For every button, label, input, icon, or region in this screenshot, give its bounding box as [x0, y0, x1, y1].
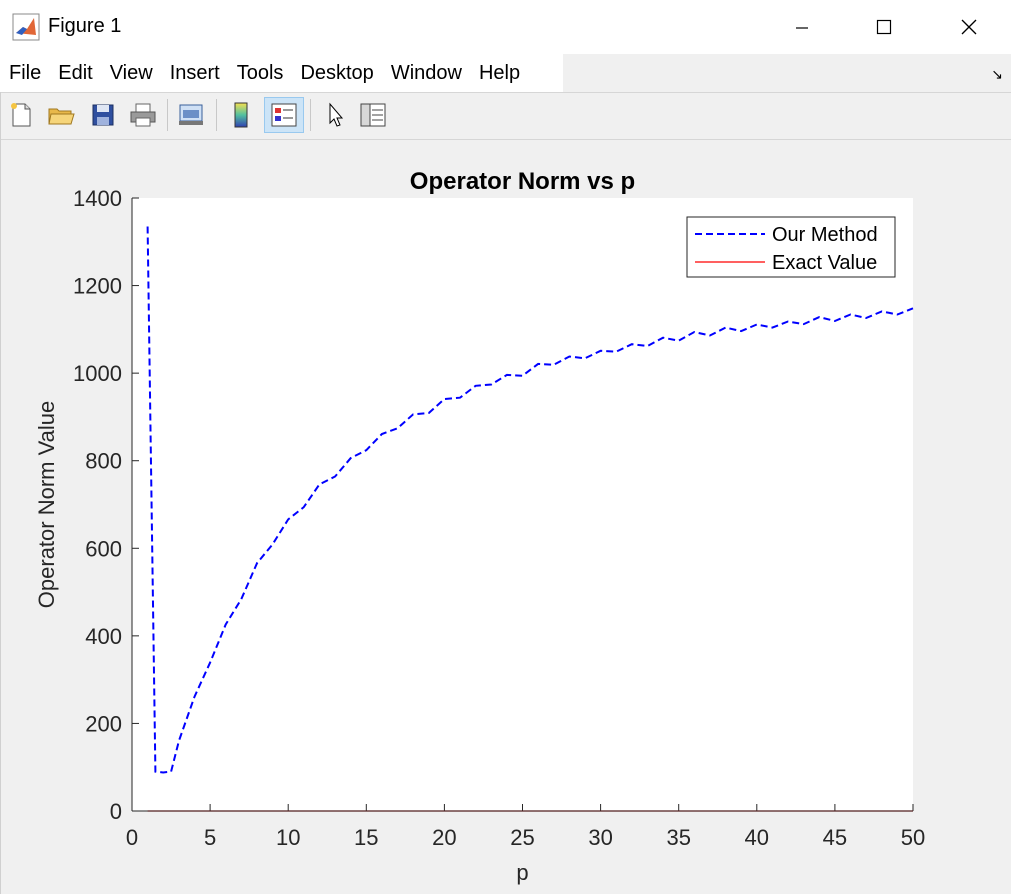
close-button[interactable]: [927, 0, 1011, 54]
menu-view[interactable]: View: [109, 61, 153, 84]
edit-plot-button[interactable]: [318, 97, 352, 133]
x-axis-ticks: 0 5 10 15 20 25 30 35 40 45 50: [126, 804, 925, 850]
x-tick-label: 20: [432, 825, 456, 850]
chart-title: Operator Norm vs p: [410, 168, 635, 195]
x-tick-label: 35: [666, 825, 690, 850]
x-tick-label: 10: [276, 825, 300, 850]
legend-box: [686, 216, 896, 278]
y-tick-label: 400: [85, 624, 122, 649]
y-axis-label: Operator Norm Value: [34, 401, 59, 608]
minimize-button[interactable]: [760, 0, 844, 54]
menu-insert[interactable]: Insert: [169, 61, 220, 84]
legend-label-our-method: Our Method: [772, 224, 878, 246]
menu-desktop[interactable]: Desktop: [300, 61, 374, 84]
property-inspector-icon: [360, 103, 386, 127]
menu-window[interactable]: Window: [390, 61, 462, 84]
save-button[interactable]: [86, 97, 120, 133]
insert-legend-button[interactable]: [264, 97, 304, 133]
maximize-button[interactable]: [842, 0, 926, 54]
property-inspector-button[interactable]: [356, 97, 390, 133]
insert-colorbar-button[interactable]: [224, 97, 258, 133]
y-tick-label: 800: [85, 449, 122, 474]
y-tick-label: 1400: [73, 186, 122, 211]
menu-file[interactable]: File: [9, 61, 42, 84]
x-tick-label: 50: [901, 825, 925, 850]
insert-colorbar-icon: [234, 102, 248, 128]
edit-plot-icon: [329, 102, 344, 127]
link-plot-icon: [179, 104, 203, 125]
figure-toolbar: [0, 92, 1011, 140]
x-tick-label: 0: [126, 825, 138, 850]
y-tick-label: 600: [85, 536, 122, 561]
minimize-icon: [796, 27, 808, 29]
x-tick-label: 15: [354, 825, 378, 850]
x-tick-label: 5: [204, 825, 216, 850]
print-button[interactable]: [126, 97, 160, 133]
plot-area[interactable]: [132, 198, 913, 811]
x-tick-label: 40: [745, 825, 769, 850]
open-file-icon: [48, 108, 75, 125]
open-file-button[interactable]: [44, 97, 78, 133]
menu-edit[interactable]: Edit: [58, 61, 93, 84]
menu-help[interactable]: Help: [478, 61, 521, 84]
figure-canvas: 0 5 10 15 20 25 30 35 40 45 50 0 200 400 600 800 1000 12…: [34, 168, 925, 885]
menu-bar: File Edit View Insert Tools Desktop Wind…: [0, 54, 1011, 92]
legend[interactable]: Our Method Exact Value: [686, 216, 896, 278]
y-tick-label: 1000: [73, 361, 122, 386]
dock-figure-icon[interactable]: ↘: [991, 66, 1003, 82]
x-tick-label: 30: [588, 825, 612, 850]
x-tick-label: 25: [510, 825, 534, 850]
close-icon: [961, 19, 977, 35]
save-icon: [92, 104, 114, 126]
print-icon: [130, 103, 156, 127]
new-figure-icon: [11, 103, 31, 127]
y-tick-label: 1200: [73, 274, 122, 299]
menu-tools[interactable]: Tools: [236, 61, 284, 84]
y-tick-label: 200: [85, 711, 122, 736]
x-axis-label: p: [516, 860, 528, 885]
insert-legend-icon: [271, 103, 297, 127]
title-bar: Figure 1: [0, 0, 1011, 54]
y-axis-ticks: 0 200 400 600 800 1000 1200 1400: [73, 186, 139, 824]
legend-label-exact-value: Exact Value: [772, 252, 877, 274]
y-tick-label: 0: [110, 799, 122, 824]
window-border: [0, 92, 1, 894]
new-figure-button[interactable]: [4, 97, 38, 133]
window-title: Figure 1: [48, 15, 122, 37]
x-tick-label: 45: [823, 825, 847, 850]
maximize-icon: [876, 19, 892, 35]
matlab-logo-icon: [12, 13, 40, 41]
link-plot-button[interactable]: [174, 97, 208, 133]
